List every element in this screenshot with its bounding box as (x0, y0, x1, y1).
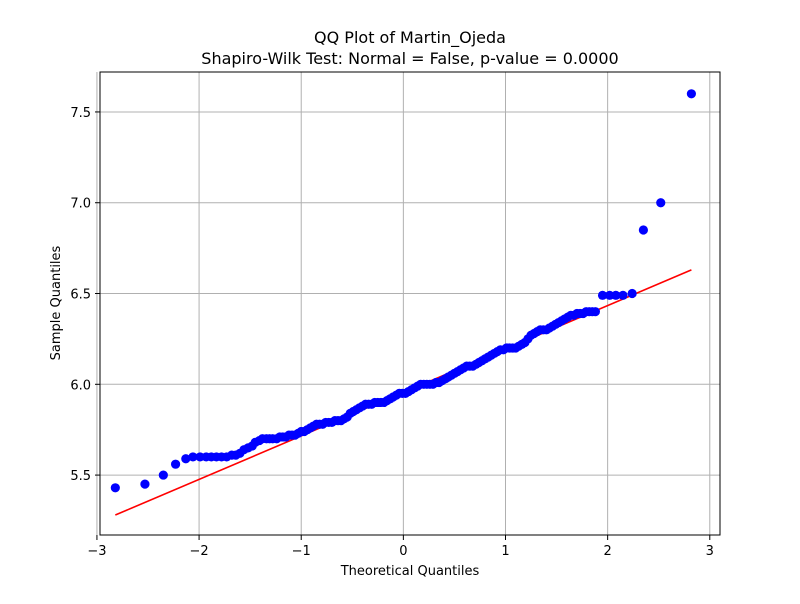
data-point (656, 198, 666, 208)
points-layer (110, 89, 697, 493)
data-point (158, 470, 168, 480)
data-point (638, 225, 648, 235)
x-tick-label: −2 (189, 544, 208, 559)
y-tick-label: 7.5 (70, 106, 91, 121)
x-tick-label: −3 (87, 544, 106, 559)
data-point (170, 459, 181, 469)
x-tick-label: 3 (706, 544, 714, 559)
data-point (188, 452, 198, 462)
x-tick-label: 1 (501, 544, 509, 559)
x-axis-label: Theoretical Quantiles (340, 564, 480, 579)
data-point (590, 307, 600, 317)
y-tick-label: 6.5 (70, 288, 91, 303)
y-tick-label: 7.0 (70, 197, 91, 212)
data-point (597, 290, 608, 300)
ticks-layer: −3 −2 −1 0 1 2 3 5.5 6.0 6.5 7.0 7.5 (70, 106, 714, 559)
y-tick-label: 5.5 (70, 469, 91, 484)
x-tick-label: 2 (604, 544, 612, 559)
data-point (140, 479, 150, 489)
data-point (181, 454, 191, 464)
y-axis-label: Sample Quantiles (49, 245, 64, 360)
data-point (110, 483, 120, 493)
data-point (618, 290, 628, 300)
chart-subtitle: Shapiro-Wilk Test: Normal = False, p-val… (201, 49, 618, 68)
data-point (686, 89, 697, 99)
x-tick-label: 0 (399, 544, 407, 559)
data-point (611, 290, 621, 300)
data-point (627, 288, 637, 299)
chart-title: QQ Plot of Martin_Ojeda (314, 28, 506, 48)
x-tick-label: −1 (292, 544, 311, 559)
grid-layer (96, 72, 720, 535)
axes-frame (99, 71, 721, 536)
y-tick-label: 6.0 (70, 378, 91, 393)
